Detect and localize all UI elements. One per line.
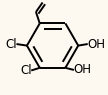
- Text: Cl: Cl: [20, 64, 32, 77]
- Text: OH: OH: [73, 63, 91, 76]
- Text: OH: OH: [87, 38, 105, 51]
- Text: Cl: Cl: [5, 38, 17, 51]
